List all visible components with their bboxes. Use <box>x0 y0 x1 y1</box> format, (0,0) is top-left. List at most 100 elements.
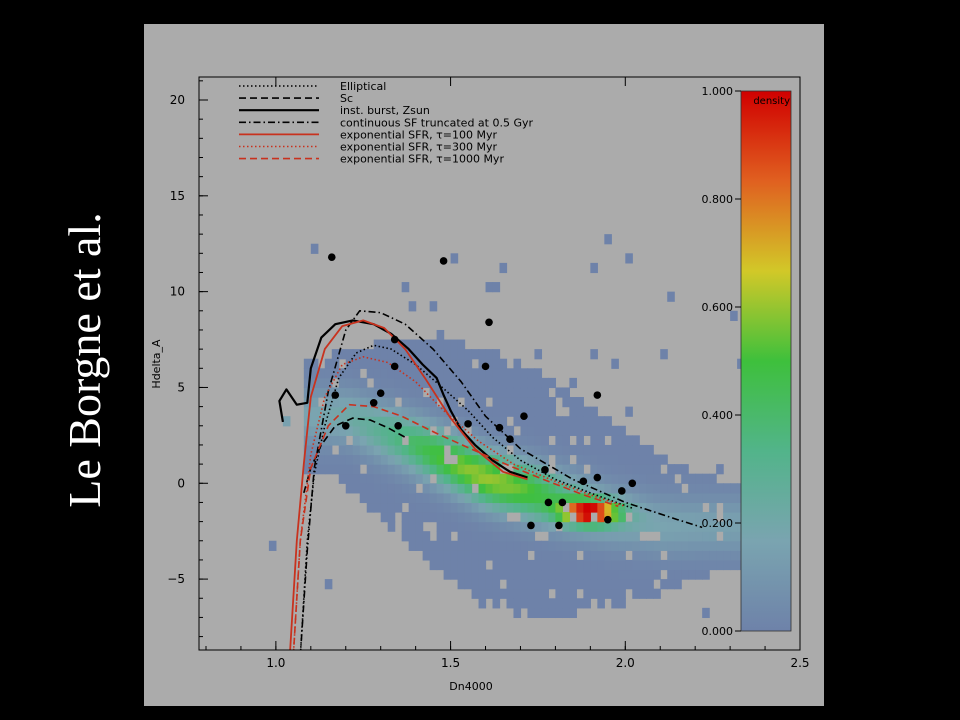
density-cell <box>660 483 668 494</box>
density-cell <box>324 416 333 427</box>
density-cell <box>569 473 577 484</box>
density-cell <box>499 483 508 494</box>
density-cell <box>499 444 508 456</box>
density-cell <box>618 473 626 484</box>
density-cell <box>527 512 536 523</box>
density-cell <box>436 358 445 369</box>
colorbar-scale <box>740 90 792 632</box>
density-cell <box>590 502 598 513</box>
density-cell <box>478 397 487 408</box>
density-cell <box>611 531 619 542</box>
density-cell <box>618 588 626 599</box>
density-cell <box>625 483 633 494</box>
density-cell <box>394 483 403 494</box>
density-cell <box>632 502 640 513</box>
density-cell <box>702 473 710 484</box>
density-cell <box>639 492 647 504</box>
density-cell <box>324 397 333 408</box>
density-cell <box>345 377 354 389</box>
density-cell <box>709 559 717 571</box>
density-cell <box>408 435 417 446</box>
density-cell <box>422 550 431 561</box>
density-cell <box>730 483 738 494</box>
density-cell <box>338 454 347 465</box>
density-cell <box>576 483 584 494</box>
density-cell <box>401 397 410 408</box>
colorbar-tick-label: 0.800 <box>702 193 734 206</box>
density-cell <box>317 368 326 379</box>
density-cell <box>324 358 333 369</box>
density-cell <box>688 521 696 532</box>
density-cell <box>667 464 675 475</box>
density-cell <box>380 444 389 456</box>
density-cell <box>387 512 396 523</box>
density-cell <box>506 387 515 398</box>
density-cell <box>590 559 598 571</box>
density-cell <box>429 377 438 389</box>
density-cell <box>597 559 605 571</box>
density-cell <box>534 502 543 513</box>
density-cell <box>366 368 375 379</box>
density-cell <box>450 569 459 580</box>
density-cell <box>436 550 445 561</box>
density-cell <box>534 454 543 465</box>
density-cell <box>695 559 703 571</box>
density-cell <box>541 397 550 408</box>
density-cell <box>394 502 403 513</box>
density-cell <box>492 512 501 523</box>
data-point <box>439 257 448 265</box>
density-cell <box>541 540 550 551</box>
density-cell <box>352 483 361 494</box>
density-cell <box>492 387 501 398</box>
density-cell <box>478 358 487 369</box>
density-cell <box>366 464 375 475</box>
density-cell <box>443 569 452 580</box>
density-cell <box>485 579 494 590</box>
data-point <box>390 335 399 344</box>
density-cell <box>338 416 347 427</box>
density-cell <box>653 483 661 494</box>
density-cell <box>723 550 731 561</box>
density-cell <box>366 387 375 398</box>
density-cell <box>548 531 557 542</box>
density-cell <box>464 377 473 389</box>
density-cell <box>492 368 501 379</box>
density-cell <box>597 512 605 523</box>
density-cell <box>674 492 682 504</box>
density-cell <box>688 531 696 542</box>
density-cell <box>520 406 529 417</box>
density-cell <box>625 435 633 446</box>
density-cell <box>520 454 529 465</box>
density-cell <box>422 492 431 504</box>
density-cell <box>618 444 626 456</box>
density-cell <box>534 598 543 609</box>
density-cell <box>513 502 522 513</box>
density-cell <box>618 512 626 523</box>
density-cell <box>569 521 577 532</box>
density-cell <box>730 502 738 513</box>
density-cell <box>611 521 619 532</box>
density-cell <box>709 502 717 513</box>
density-cell <box>625 540 633 551</box>
density-cell <box>366 454 375 465</box>
density-cell <box>646 492 654 504</box>
density-cell <box>520 425 529 436</box>
density-cell <box>485 444 494 456</box>
density-cell <box>646 550 654 561</box>
density-cell <box>583 502 591 513</box>
y-tick-label: 0 <box>177 476 185 490</box>
density-cell <box>345 349 354 360</box>
density-cell <box>464 492 473 504</box>
density-cell <box>499 416 508 427</box>
density-cell <box>688 492 696 504</box>
density-cell <box>401 282 410 293</box>
density-cell <box>534 588 543 599</box>
density-cell <box>534 521 543 532</box>
density-cell <box>478 569 487 580</box>
y-tick-label: 5 <box>177 380 185 394</box>
density-cell <box>436 464 445 475</box>
density-cell <box>730 550 738 561</box>
density-cell <box>471 512 480 523</box>
axes: 1.0 1.5 2.0 2.5 −5 0 5 10 15 20 <box>167 76 810 670</box>
density-cell <box>478 425 487 436</box>
